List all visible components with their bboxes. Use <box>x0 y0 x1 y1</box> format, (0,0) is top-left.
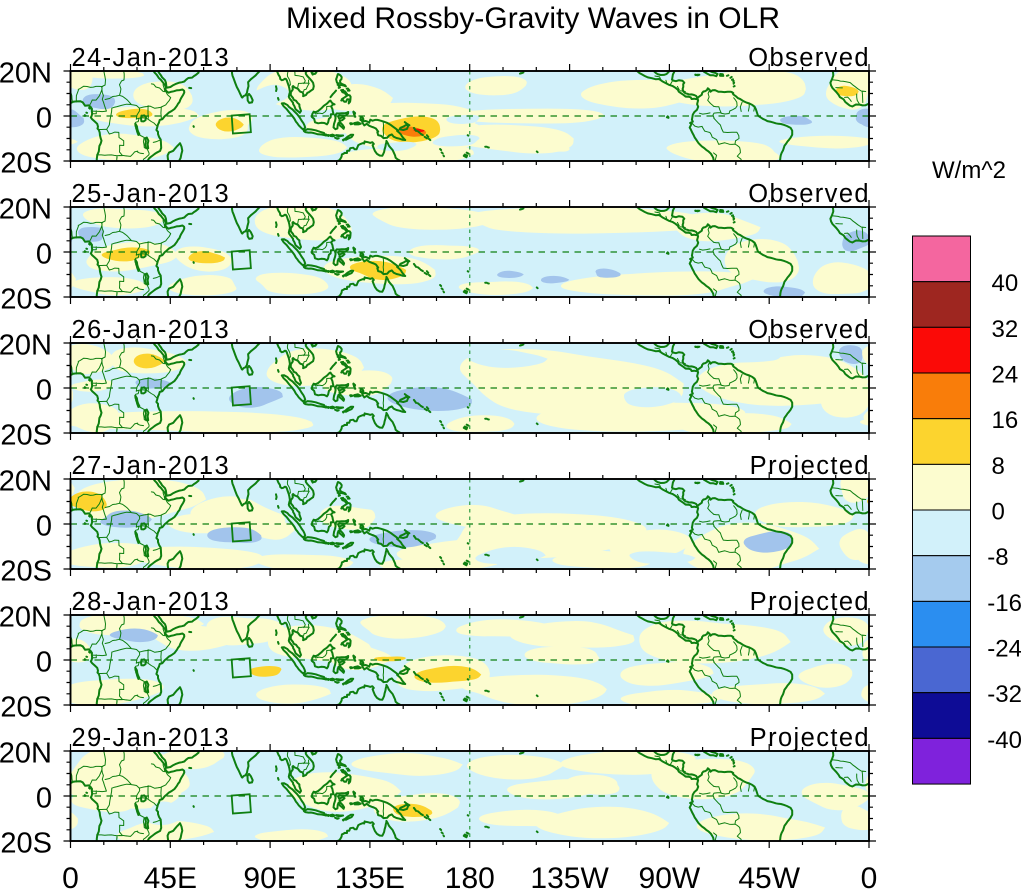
svg-text:Observed: Observed <box>748 44 870 72</box>
svg-text:20N: 20N <box>0 194 52 226</box>
svg-text:Projected: Projected <box>750 452 870 480</box>
svg-text:0: 0 <box>36 239 52 271</box>
svg-text:45E: 45E <box>144 862 197 890</box>
svg-text:20S: 20S <box>0 420 52 452</box>
svg-text:0: 0 <box>36 511 52 543</box>
svg-text:29-Jan-2013: 29-Jan-2013 <box>72 724 231 752</box>
svg-text:135E: 135E <box>335 862 405 890</box>
svg-text:135W: 135W <box>530 862 609 890</box>
svg-text:Observed: Observed <box>748 316 870 344</box>
svg-text:-8: -8 <box>987 544 1008 571</box>
svg-text:20N: 20N <box>0 58 52 90</box>
svg-text:20N: 20N <box>0 738 52 770</box>
svg-text:W/m^2: W/m^2 <box>932 157 1006 184</box>
svg-text:20S: 20S <box>0 148 52 180</box>
svg-text:-24: -24 <box>987 636 1021 663</box>
svg-text:90E: 90E <box>243 862 296 890</box>
svg-text:24-Jan-2013: 24-Jan-2013 <box>72 44 231 72</box>
svg-text:0: 0 <box>36 375 52 407</box>
svg-text:20S: 20S <box>0 828 52 860</box>
svg-text:-40: -40 <box>987 727 1021 754</box>
svg-text:90W: 90W <box>639 862 701 890</box>
svg-text:27-Jan-2013: 27-Jan-2013 <box>72 452 231 480</box>
svg-text:Mixed Rossby-Gravity Waves in: Mixed Rossby-Gravity Waves in OLR <box>286 2 780 35</box>
svg-text:20S: 20S <box>0 692 52 724</box>
svg-text:-32: -32 <box>987 681 1021 708</box>
svg-text:180: 180 <box>445 862 495 890</box>
svg-text:Projected: Projected <box>750 588 870 616</box>
svg-text:25-Jan-2013: 25-Jan-2013 <box>72 180 231 208</box>
svg-text:40: 40 <box>992 270 1019 297</box>
svg-text:0: 0 <box>62 862 79 890</box>
svg-text:20N: 20N <box>0 330 52 362</box>
svg-text:32: 32 <box>992 316 1019 343</box>
svg-text:20S: 20S <box>0 556 52 588</box>
svg-text:0: 0 <box>36 647 52 679</box>
svg-text:20N: 20N <box>0 602 52 634</box>
svg-text:0: 0 <box>36 783 52 815</box>
svg-text:26-Jan-2013: 26-Jan-2013 <box>72 316 231 344</box>
svg-text:16: 16 <box>992 407 1019 434</box>
svg-text:20S: 20S <box>0 284 52 316</box>
svg-text:20N: 20N <box>0 466 52 498</box>
svg-text:24: 24 <box>992 362 1019 389</box>
svg-text:Projected: Projected <box>750 724 870 752</box>
svg-text:Observed: Observed <box>748 180 870 208</box>
svg-text:0: 0 <box>992 499 1005 526</box>
svg-text:8: 8 <box>992 453 1005 480</box>
svg-text:28-Jan-2013: 28-Jan-2013 <box>72 588 231 616</box>
svg-text:45W: 45W <box>738 862 800 890</box>
svg-text:0: 0 <box>861 862 878 890</box>
svg-text:-16: -16 <box>987 590 1021 617</box>
svg-text:0: 0 <box>36 103 52 135</box>
